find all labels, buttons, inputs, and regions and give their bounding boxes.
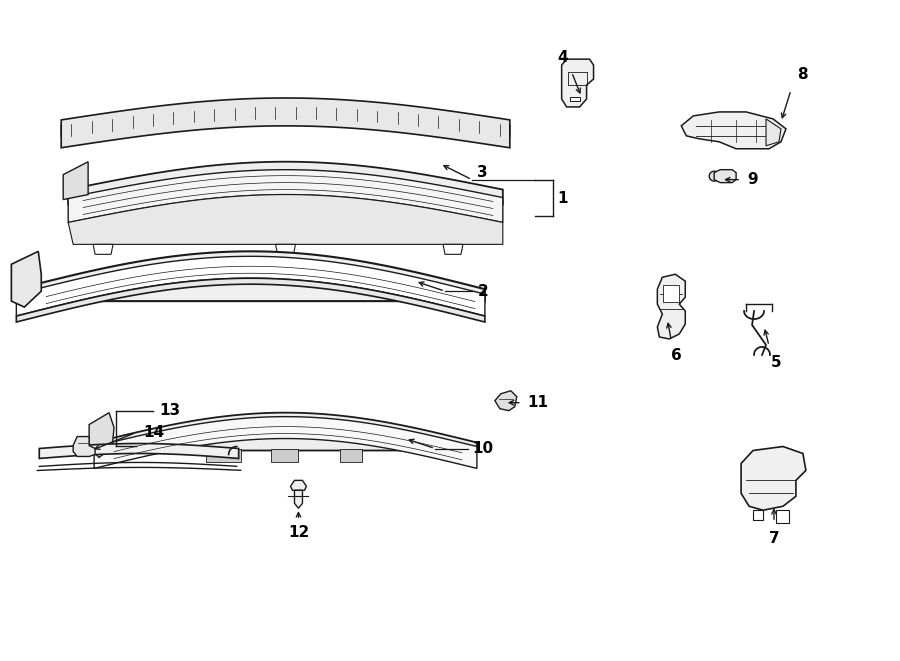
Polygon shape bbox=[68, 194, 503, 245]
Polygon shape bbox=[275, 245, 295, 254]
Text: 3: 3 bbox=[477, 165, 487, 180]
Polygon shape bbox=[562, 59, 594, 107]
Text: 11: 11 bbox=[527, 395, 549, 410]
Text: 12: 12 bbox=[288, 525, 309, 539]
Polygon shape bbox=[61, 98, 509, 148]
Text: 1: 1 bbox=[558, 190, 568, 206]
Polygon shape bbox=[715, 170, 736, 182]
Polygon shape bbox=[93, 245, 113, 254]
Polygon shape bbox=[40, 444, 239, 459]
Polygon shape bbox=[776, 510, 789, 524]
Polygon shape bbox=[766, 119, 781, 146]
Polygon shape bbox=[16, 278, 485, 322]
Polygon shape bbox=[271, 449, 299, 463]
Polygon shape bbox=[294, 490, 302, 508]
Polygon shape bbox=[16, 256, 485, 316]
Polygon shape bbox=[663, 285, 680, 302]
Text: 13: 13 bbox=[159, 403, 180, 418]
Text: 6: 6 bbox=[671, 348, 682, 364]
Polygon shape bbox=[340, 449, 363, 463]
Polygon shape bbox=[741, 447, 806, 510]
Polygon shape bbox=[16, 251, 485, 301]
Polygon shape bbox=[61, 107, 509, 137]
Polygon shape bbox=[63, 162, 88, 200]
Text: 5: 5 bbox=[771, 356, 781, 370]
Text: 7: 7 bbox=[769, 531, 779, 545]
Polygon shape bbox=[68, 162, 503, 204]
Polygon shape bbox=[94, 416, 477, 469]
Text: 2: 2 bbox=[478, 284, 489, 299]
Polygon shape bbox=[753, 510, 763, 520]
Polygon shape bbox=[291, 481, 306, 490]
Circle shape bbox=[709, 171, 719, 181]
Text: 10: 10 bbox=[472, 441, 493, 456]
Circle shape bbox=[757, 457, 781, 481]
Polygon shape bbox=[68, 170, 503, 223]
Polygon shape bbox=[89, 412, 114, 457]
Text: 14: 14 bbox=[143, 425, 164, 440]
Polygon shape bbox=[73, 436, 95, 457]
Polygon shape bbox=[681, 112, 786, 149]
Polygon shape bbox=[443, 245, 463, 254]
Polygon shape bbox=[12, 251, 41, 307]
Text: 9: 9 bbox=[747, 172, 758, 187]
Text: 4: 4 bbox=[558, 50, 568, 65]
Polygon shape bbox=[657, 274, 685, 339]
Polygon shape bbox=[94, 412, 477, 451]
Polygon shape bbox=[206, 449, 240, 463]
Polygon shape bbox=[570, 97, 580, 101]
Polygon shape bbox=[495, 391, 517, 410]
Text: 8: 8 bbox=[796, 67, 807, 81]
